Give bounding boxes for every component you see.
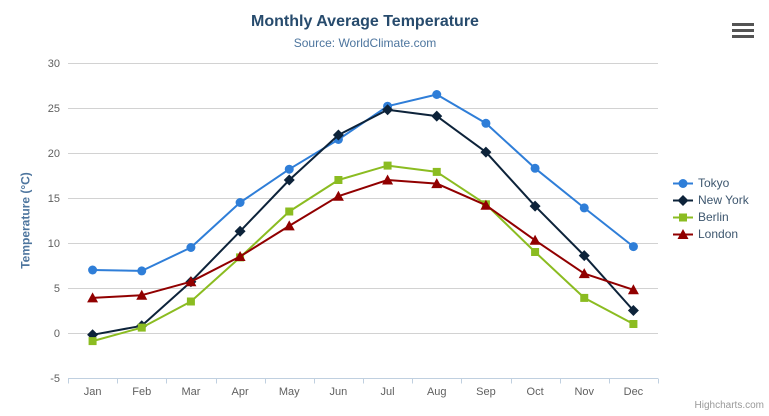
data-point-new-york[interactable] — [529, 200, 541, 212]
data-point-new-york[interactable] — [332, 129, 344, 141]
data-point-new-york[interactable] — [431, 110, 443, 122]
x-axis-tick-label: Dec — [624, 386, 644, 398]
data-point-london[interactable] — [431, 178, 443, 189]
data-point-berlin[interactable] — [432, 167, 441, 176]
series-line-tokyo — [91, 93, 635, 272]
x-axis-tick-label: Apr — [232, 386, 249, 398]
highcharts-credit-link[interactable]: Highcharts.com — [694, 400, 764, 411]
data-point-london[interactable] — [332, 190, 344, 201]
data-point-tokyo[interactable] — [579, 203, 589, 213]
y-axis-tick-label: 20 — [48, 148, 60, 160]
data-point-london[interactable] — [627, 284, 639, 295]
data-point-berlin[interactable] — [285, 207, 294, 216]
y-axis-tick-label: 0 — [54, 328, 60, 340]
series-line-berlin — [91, 164, 635, 343]
legend-label: Berlin — [698, 210, 729, 224]
legend-item-new-york[interactable]: New York — [673, 194, 749, 207]
series-line-new-york — [91, 108, 635, 336]
y-axis-tick-label: 5 — [54, 283, 60, 295]
x-axis-tick-label: Jul — [381, 386, 395, 398]
legend-item-berlin[interactable]: Berlin — [673, 211, 749, 224]
y-axis-tick-label: 15 — [48, 193, 60, 205]
series-line-london — [91, 179, 635, 299]
data-point-berlin[interactable] — [629, 320, 638, 328]
legend-label: Tokyo — [698, 176, 730, 190]
legend-label: London — [698, 227, 739, 241]
data-point-london[interactable] — [136, 289, 148, 300]
data-point-tokyo[interactable] — [628, 242, 638, 252]
y-axis-tick-label: 30 — [48, 58, 60, 70]
data-point-tokyo[interactable] — [530, 163, 540, 173]
data-point-new-york[interactable] — [382, 104, 394, 116]
legend: Tokyo New York Berlin London — [673, 177, 749, 241]
data-point-tokyo[interactable] — [235, 198, 245, 207]
data-point-london[interactable] — [185, 276, 197, 287]
data-point-tokyo[interactable] — [137, 266, 147, 276]
y-axis-tick-label: 10 — [48, 238, 60, 250]
legend-label: New York — [698, 193, 749, 207]
chart-context-menu-button[interactable] — [730, 19, 756, 41]
data-point-new-york[interactable] — [283, 174, 295, 186]
data-point-london[interactable] — [480, 199, 492, 210]
data-point-tokyo[interactable] — [88, 265, 98, 275]
data-point-berlin[interactable] — [88, 337, 97, 346]
x-axis-tick-label: Mar — [181, 386, 200, 398]
data-point-tokyo[interactable] — [481, 118, 491, 128]
x-axis-tick-label: Jun — [330, 386, 348, 398]
data-point-new-york[interactable] — [480, 146, 492, 158]
x-axis-tick-label: Nov — [574, 386, 594, 398]
data-point-new-york[interactable] — [234, 225, 246, 237]
legend-item-london[interactable]: London — [673, 228, 749, 241]
data-point-berlin[interactable] — [383, 161, 392, 170]
data-point-london[interactable] — [578, 268, 590, 279]
data-point-tokyo[interactable] — [186, 243, 196, 252]
y-axis-tick-label: 25 — [48, 103, 60, 115]
data-point-berlin[interactable] — [137, 323, 146, 332]
data-point-new-york[interactable] — [627, 305, 639, 316]
data-point-berlin[interactable] — [531, 248, 540, 256]
legend-item-tokyo[interactable]: Tokyo — [673, 177, 749, 190]
square-legend-marker-icon — [673, 213, 693, 222]
x-axis-tick-label: Jan — [84, 386, 102, 398]
y-axis-tick-label: -5 — [50, 373, 60, 385]
data-point-tokyo[interactable] — [284, 164, 294, 174]
diamond-legend-marker-icon — [673, 195, 693, 206]
x-axis-tick-label: Aug — [427, 386, 447, 398]
circle-legend-marker-icon — [673, 179, 693, 188]
chart-subtitle: Source: WorldClimate.com — [293, 36, 437, 50]
triangle-legend-marker-icon — [673, 229, 693, 239]
chart-title: Monthly Average Temperature — [251, 13, 479, 30]
data-point-london[interactable] — [234, 251, 246, 261]
x-axis-tick-label: Sep — [476, 386, 496, 398]
data-point-london[interactable] — [529, 234, 541, 245]
x-axis-tick-label: Feb — [132, 386, 151, 398]
data-point-tokyo[interactable] — [432, 90, 442, 99]
data-point-new-york[interactable] — [578, 250, 590, 262]
data-point-london[interactable] — [87, 292, 99, 303]
hamburger-icon — [732, 22, 754, 26]
data-point-london[interactable] — [382, 174, 394, 185]
data-point-berlin[interactable] — [580, 293, 589, 302]
x-axis-tick-label: Oct — [527, 386, 544, 398]
data-point-london[interactable] — [283, 220, 295, 231]
x-axis-tick-label: May — [279, 386, 300, 398]
data-point-berlin[interactable] — [186, 297, 195, 306]
data-point-berlin[interactable] — [334, 176, 343, 184]
